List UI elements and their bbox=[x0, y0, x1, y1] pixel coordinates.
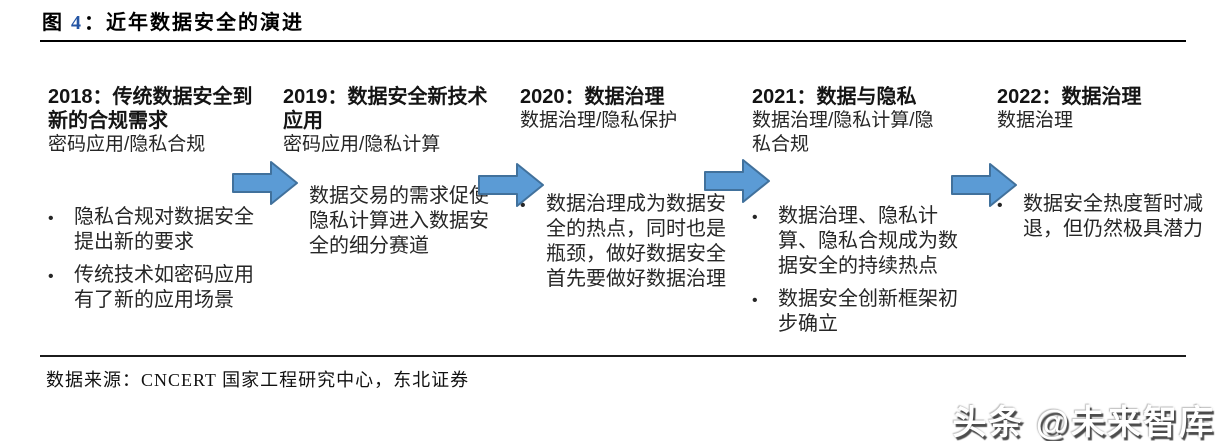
column-heading: 2022：数据治理 bbox=[997, 86, 1142, 108]
bullet-item: 数据交易的需求促使隐私计算进入数据安全的细分赛道 bbox=[283, 184, 502, 259]
column-bullets: 数据交易的需求促使隐私计算进入数据安全的细分赛道 bbox=[283, 184, 502, 259]
bullet-text: 数据交易的需求促使隐私计算进入数据安全的细分赛道 bbox=[309, 185, 489, 257]
bullet-text: 隐私合规对数据安全提出新的要求 bbox=[74, 206, 254, 253]
timeline-column-2018: 2018：传统数据安全到新的合规需求 密码应用/隐私合规 • 隐私合规对数据安全… bbox=[48, 85, 267, 311]
column-bullets: • 数据治理成为数据安全的热点，同时也是瓶颈，做好数据安全首先要做好数据治理 bbox=[520, 192, 735, 292]
column-heading: 2018：传统数据安全到新的合规需求 bbox=[48, 86, 253, 132]
column-subtitle: 密码应用/隐私计算 bbox=[283, 134, 441, 155]
column-bullets: • 隐私合规对数据安全提出新的要求 • 传统技术如密码应用有了新的应用场景 bbox=[48, 205, 267, 313]
timeline-column-2019: 2019：数据安全新技术应用 密码应用/隐私计算 数据交易的需求促使隐私计算进入… bbox=[283, 85, 502, 257]
bullet-item: • 隐私合规对数据安全提出新的要求 bbox=[48, 205, 267, 255]
source-rule bbox=[40, 355, 1186, 357]
bullet-text: 数据安全热度暂时减退，但仍然极具潜力 bbox=[1023, 193, 1203, 240]
bullet-item: • 数据安全创新框架初步确立 bbox=[752, 287, 972, 337]
arrow-right-icon bbox=[477, 161, 545, 209]
column-subtitle: 数据治理/隐私计算/隐私合规 bbox=[752, 110, 934, 155]
data-source-note: 数据来源：CNCERT 国家工程研究中心，东北证券 bbox=[46, 370, 470, 390]
column-subtitle: 数据治理/隐私保护 bbox=[520, 110, 678, 131]
bullet-item: • 传统技术如密码应用有了新的应用场景 bbox=[48, 263, 267, 313]
bullet-marker: • bbox=[48, 210, 54, 227]
timeline-column-2022: 2022：数据治理 数据治理 • 数据安全热度暂时减退，但仍然极具潜力 bbox=[997, 85, 1212, 240]
timeline-column-2021: 2021：数据与隐私 数据治理/隐私计算/隐私合规 • 数据治理、隐私计算、隐私… bbox=[752, 85, 972, 335]
column-heading: 2021：数据与隐私 bbox=[752, 86, 917, 108]
bullet-item: • 数据安全热度暂时减退，但仍然极具潜力 bbox=[997, 192, 1212, 242]
arrow-right-icon bbox=[703, 157, 771, 205]
watermark-toutiao: 头条 @未来智库 bbox=[952, 404, 1215, 441]
bullet-marker: • bbox=[520, 197, 526, 214]
bullet-marker: • bbox=[752, 209, 758, 226]
column-bullets: • 数据安全热度暂时减退，但仍然极具潜力 bbox=[997, 192, 1212, 242]
figure-caption: 图 4：近年数据安全的演进 bbox=[42, 6, 304, 35]
figure-separator: ： bbox=[84, 12, 106, 34]
bullet-item: • 数据治理、隐私计算、隐私合规成为数据安全的持续热点 bbox=[752, 204, 972, 279]
figure-title: 近年数据安全的演进 bbox=[106, 12, 304, 34]
column-heading: 2019：数据安全新技术应用 bbox=[283, 86, 488, 132]
timeline-column-2020: 2020：数据治理 数据治理/隐私保护 • 数据治理成为数据安全的热点，同时也是… bbox=[520, 85, 735, 290]
bullet-text: 数据治理、隐私计算、隐私合规成为数据安全的持续热点 bbox=[778, 205, 958, 277]
column-bullets: • 数据治理、隐私计算、隐私合规成为数据安全的持续热点 • 数据安全创新框架初步… bbox=[752, 204, 972, 337]
bullet-text: 传统技术如密码应用有了新的应用场景 bbox=[74, 264, 254, 311]
bullet-item: • 数据治理成为数据安全的热点，同时也是瓶颈，做好数据安全首先要做好数据治理 bbox=[520, 192, 735, 292]
bullet-marker: • bbox=[48, 268, 54, 285]
arrow-right-icon bbox=[231, 159, 299, 207]
figure-label: 图 bbox=[42, 12, 64, 34]
arrow-right-icon bbox=[950, 161, 1018, 209]
bullet-text: 数据安全创新框架初步确立 bbox=[778, 288, 958, 335]
figure-number: 4 bbox=[71, 12, 83, 34]
bullet-text: 数据治理成为数据安全的热点，同时也是瓶颈，做好数据安全首先要做好数据治理 bbox=[546, 193, 726, 290]
bullet-marker: • bbox=[997, 197, 1003, 214]
caption-rule bbox=[40, 40, 1186, 42]
column-heading: 2020：数据治理 bbox=[520, 86, 665, 108]
column-subtitle: 数据治理 bbox=[997, 110, 1074, 131]
column-subtitle: 密码应用/隐私合规 bbox=[48, 134, 206, 155]
bullet-marker: • bbox=[752, 292, 758, 309]
